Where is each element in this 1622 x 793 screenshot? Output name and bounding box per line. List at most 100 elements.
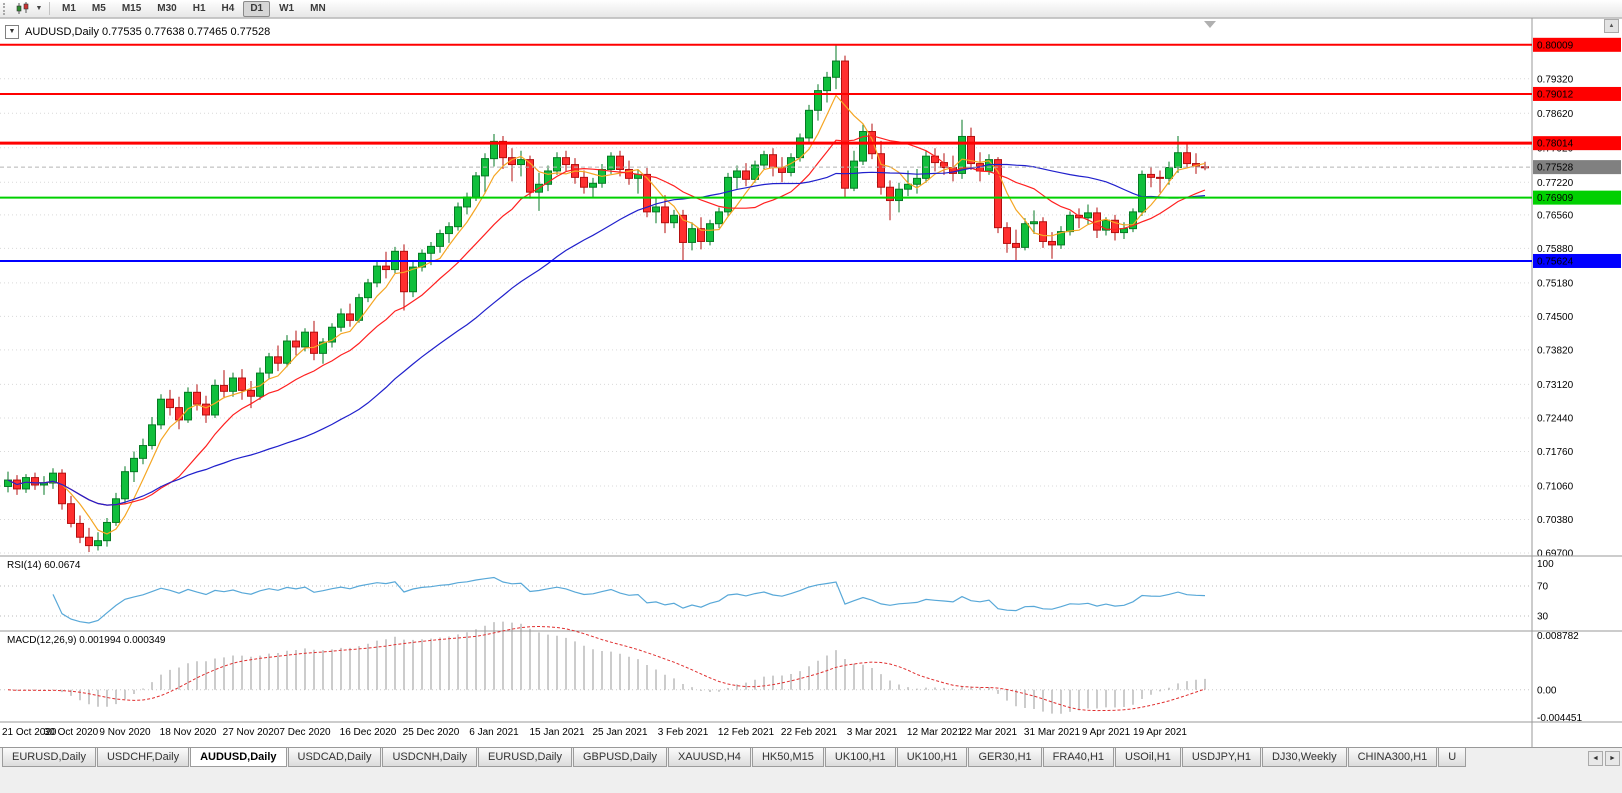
- candle-body: [94, 540, 102, 547]
- chart-tab-usdchf-daily[interactable]: USDCHF,Daily: [96, 748, 190, 767]
- candle-body: [490, 140, 498, 160]
- candle-body: [904, 183, 912, 190]
- candle-body: [841, 60, 849, 189]
- timeframe-button-m5[interactable]: M5: [91, 2, 106, 14]
- tab-scroll-arrows: ◄ ►: [1588, 751, 1620, 766]
- chart-tab-fra40-h1[interactable]: FRA40,H1: [1042, 748, 1115, 767]
- chart-tab-xauusd-h4[interactable]: XAUUSD,H4: [667, 748, 751, 767]
- candle-body: [409, 266, 417, 293]
- rsi-axis-label: 70: [1537, 582, 1549, 593]
- timeframe-button-mn[interactable]: MN: [310, 2, 326, 14]
- chart-tab-usdcad-daily[interactable]: USDCAD,Daily: [287, 748, 382, 767]
- timeframe-button-m30[interactable]: M30: [157, 2, 177, 14]
- chart-shift-marker[interactable]: [1204, 21, 1216, 28]
- price-level-badge: [1533, 136, 1621, 151]
- price-axis-label: 0.70380: [1537, 515, 1574, 526]
- candle-body: [1102, 219, 1110, 231]
- chart-tab-usdjpy-h1[interactable]: USDJPY,H1: [1181, 748, 1261, 767]
- date-axis-label: 3 Mar 2021: [847, 727, 898, 738]
- chart-tab-gbpusd-daily[interactable]: GBPUSD,Daily: [573, 748, 667, 767]
- candle-body: [1111, 219, 1119, 234]
- tab-scroll-right-button[interactable]: ►: [1605, 751, 1620, 766]
- chart-tab-usoil-h1[interactable]: USOil,H1: [1115, 748, 1181, 767]
- date-axis-label: 15 Jan 2021: [529, 727, 584, 738]
- chart-canvas[interactable]: 0.793200.786200.779200.772200.765600.758…: [0, 18, 1622, 747]
- candle-body: [526, 159, 534, 193]
- date-axis-label: 6 Jan 2021: [469, 727, 519, 738]
- chart-tab-uk100-h1[interactable]: UK100,H1: [824, 748, 896, 767]
- candle-body: [292, 340, 300, 348]
- candle-body: [661, 206, 669, 224]
- rsi-indicator-label: RSI(14) 60.0674: [7, 560, 81, 571]
- candle-body: [445, 226, 453, 235]
- candle-body: [1156, 176, 1164, 179]
- candle-body: [814, 90, 822, 111]
- candle-body: [652, 206, 660, 213]
- chart-tab-dj30-weekly[interactable]: DJ30,Weekly: [1261, 748, 1347, 767]
- timeframe-button-h4[interactable]: H4: [221, 2, 235, 14]
- candle-body: [184, 391, 192, 421]
- candle-body: [688, 228, 696, 243]
- price-level-badge: [1533, 86, 1621, 101]
- scroll-up-button[interactable]: ▲: [1604, 19, 1619, 33]
- price-level-badge-label: 0.79012: [1537, 89, 1574, 100]
- candle-body: [1066, 214, 1074, 233]
- candle-body: [967, 135, 975, 165]
- candle-body: [994, 159, 1002, 229]
- indicator-collapse-button[interactable]: ▼: [5, 25, 19, 39]
- date-axis-label: 25 Jan 2021: [592, 727, 647, 738]
- rsi-line: [52, 576, 1206, 624]
- candlestick-chart-icon[interactable]: [13, 1, 33, 16]
- candle-body: [742, 170, 750, 180]
- candle-body: [166, 398, 174, 409]
- candle-body: [256, 372, 264, 397]
- candle-body: [346, 313, 354, 321]
- chart-tab-china300-h1[interactable]: CHINA300,H1: [1347, 748, 1438, 767]
- timeframe-button-h1[interactable]: H1: [192, 2, 206, 14]
- date-axis-label: 12 Mar 2021: [907, 727, 964, 738]
- candle-body: [751, 164, 759, 180]
- date-axis-label: 7 Dec 2020: [279, 727, 331, 738]
- macd-axis-label: -0.004451: [1537, 713, 1582, 724]
- candle-body: [112, 498, 120, 523]
- timeframe-button-m1[interactable]: M1: [62, 2, 76, 14]
- date-axis-label: 31 Mar 2021: [1024, 727, 1081, 738]
- candle-body: [31, 477, 39, 486]
- chart-tab-eurusd-daily[interactable]: EURUSD,Daily: [478, 748, 572, 767]
- candle-body: [4, 479, 12, 487]
- timeframe-buttons: M1 M5 M15 M30 H1 H4 D1 W1 MN: [54, 0, 334, 17]
- candle-body: [1012, 242, 1020, 248]
- chart-tab-eurusd-daily[interactable]: EURUSD,Daily: [2, 748, 96, 767]
- candle-body: [616, 155, 624, 170]
- chart-tab-hk50-m15[interactable]: HK50,M15: [751, 748, 824, 767]
- symbol-overlay: ▼ AUDUSD,Daily 0.77535 0.77638 0.77465 0…: [5, 25, 270, 39]
- timeframe-button-d1[interactable]: D1: [243, 0, 271, 17]
- chart-tab-ger30-h1[interactable]: GER30,H1: [968, 748, 1042, 767]
- macd-indicator-label: MACD(12,26,9) 0.001994 0.000349: [7, 635, 166, 646]
- chart-tab-uk100-h1[interactable]: UK100,H1: [896, 748, 968, 767]
- period-toolbar: ▼ M1 M5 M15 M30 H1 H4 D1 W1 MN: [0, 0, 1622, 18]
- timeframe-button-w1[interactable]: W1: [279, 2, 295, 14]
- chart-tab-usdcnh-daily[interactable]: USDCNH,Daily: [382, 748, 478, 767]
- toolbar-grip[interactable]: [3, 2, 8, 15]
- candle-body: [760, 154, 768, 166]
- price-axis-label: 0.75180: [1537, 278, 1574, 289]
- rsi-axis-label: 30: [1537, 612, 1549, 623]
- timeframe-button-m15[interactable]: M15: [121, 2, 142, 14]
- price-axis-label: 0.77220: [1537, 178, 1574, 189]
- candle-body: [49, 472, 57, 484]
- candle-body: [607, 155, 615, 170]
- candle-body: [706, 223, 714, 242]
- candle-body: [823, 76, 831, 92]
- candle-body: [436, 233, 444, 247]
- candle-body: [1084, 212, 1092, 219]
- candle-body: [301, 331, 309, 348]
- price-axis-label: 0.73120: [1537, 380, 1574, 391]
- price-axis-label: 0.74500: [1537, 312, 1574, 323]
- price-axis-label: 0.75880: [1537, 244, 1574, 255]
- chart-tab-u[interactable]: U: [1438, 748, 1467, 767]
- tab-scroll-left-button[interactable]: ◄: [1588, 751, 1603, 766]
- date-axis-label: 30 Oct 2020: [44, 727, 99, 738]
- chart-type-dropdown-caret[interactable]: ▼: [35, 5, 43, 12]
- chart-tab-audusd-daily[interactable]: AUDUSD,Daily: [190, 748, 287, 767]
